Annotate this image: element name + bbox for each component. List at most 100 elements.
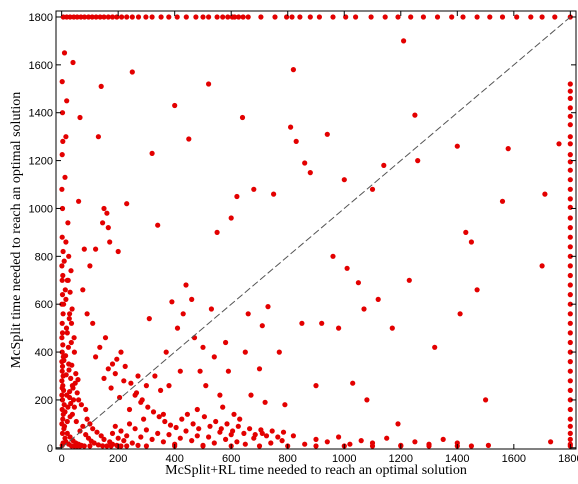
data-point [364,397,370,403]
data-point [71,335,77,341]
data-point [67,289,73,295]
data-point [347,441,353,447]
data-point [567,263,573,269]
data-point [330,253,336,259]
data-point [567,387,573,393]
data-point [59,378,65,384]
data-point [143,383,149,389]
data-point [91,440,97,446]
x-tick-label: 200 [109,453,127,465]
data-point [556,141,562,147]
data-point [135,14,142,20]
data-point [412,112,418,118]
data-point [95,442,101,448]
data-point [105,14,111,20]
data-point [59,368,65,374]
data-point [177,368,183,374]
data-point [382,14,388,20]
data-point [179,416,185,422]
data-point [90,426,96,432]
data-point [135,373,141,379]
data-point [271,191,277,197]
data-point [336,434,342,440]
data-point [172,102,178,109]
data-point [122,363,128,369]
y-tick-label: 800 [35,251,53,263]
data-point [85,14,92,20]
data-point [64,98,70,104]
data-point [265,304,271,310]
data-point [59,392,65,398]
data-point [567,349,573,355]
data-point [280,429,287,435]
data-point [567,311,573,317]
data-point [258,427,264,433]
data-point [389,325,395,331]
data-point [279,438,285,444]
data-point [166,14,172,20]
data-point [129,69,135,75]
x-tick-label: 1000 [332,453,356,465]
data-point [567,378,573,384]
data-point [73,371,79,377]
x-axis-title: McSplit+RL time needed to reach an optim… [165,463,467,478]
data-point [90,320,96,326]
data-point [542,191,548,197]
data-point [256,366,263,372]
data-point [109,14,116,20]
data-point [275,434,281,440]
data-point [485,442,491,448]
data-point [174,325,181,331]
data-point [567,430,573,436]
data-point [284,14,290,20]
data-point [258,14,264,20]
data-point [201,414,207,420]
data-point [208,306,214,312]
data-point [60,342,66,348]
data-point [406,277,412,283]
data-point [567,204,573,210]
plot-background [56,11,576,449]
data-point [288,124,294,130]
data-point [77,428,83,434]
data-point [104,210,110,216]
data-point [499,14,506,20]
data-point [350,380,356,386]
data-point [62,287,68,293]
data-point [505,146,511,152]
data-point [190,421,196,427]
data-point [200,443,206,449]
data-point [62,409,68,415]
data-point [194,406,200,413]
data-point [223,436,229,442]
data-point [415,158,421,164]
data-point [454,143,460,149]
y-axis-title: McSplit time needed to reach an optimal … [9,92,24,368]
data-point [224,421,230,427]
data-point [143,427,149,433]
data-point [401,38,407,44]
data-point [567,244,573,250]
data-point [59,79,65,85]
data-point [104,443,110,449]
data-point [118,349,124,355]
data-point [567,196,573,202]
x-tick-label: 1600 [502,453,526,465]
data-point [567,368,573,374]
data-point [74,390,80,396]
data-point [183,14,189,20]
x-tick-label: 600 [222,453,240,465]
data-point [68,339,74,346]
data-point [75,377,81,383]
data-point [155,430,161,436]
data-point [93,246,99,252]
data-point [94,429,100,435]
data-point [463,229,469,235]
data-point [528,14,534,20]
data-point [80,287,86,293]
data-point [268,440,274,446]
data-point [236,14,242,20]
data-point [420,14,426,20]
y-tick-label: 1000 [29,203,53,215]
